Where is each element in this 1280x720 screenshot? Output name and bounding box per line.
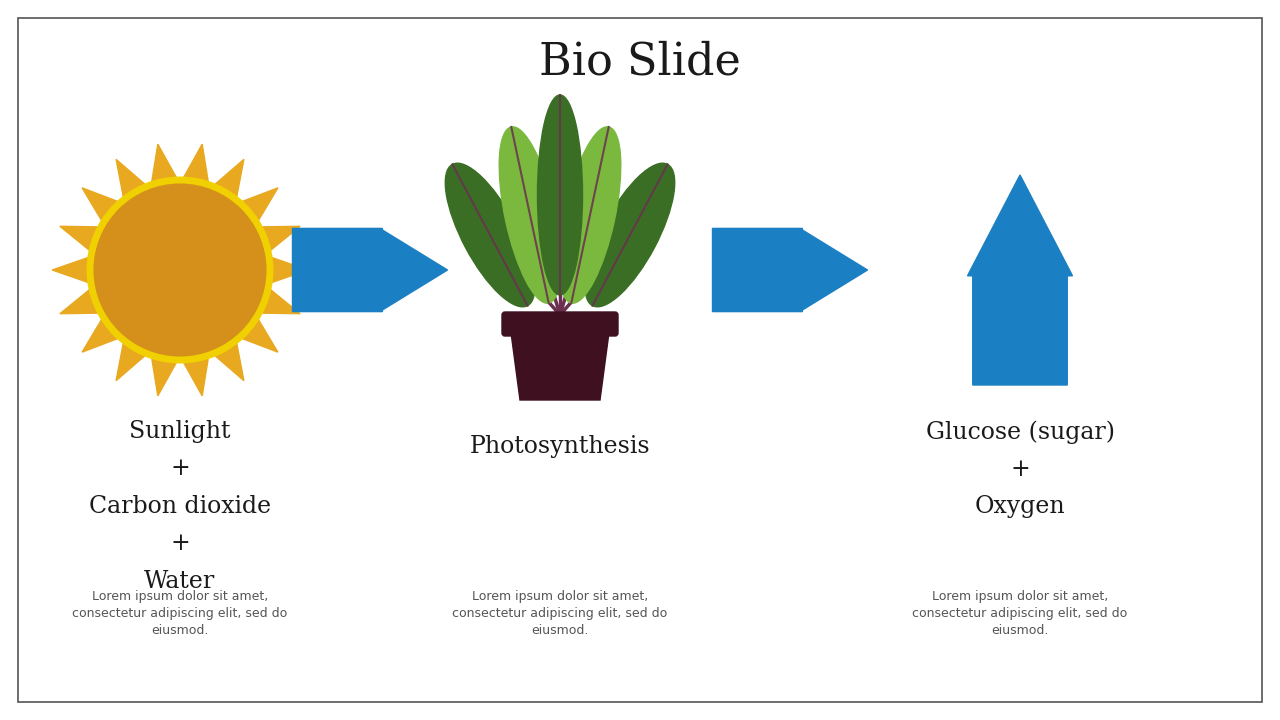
Polygon shape — [183, 357, 209, 396]
Polygon shape — [82, 188, 119, 221]
Ellipse shape — [445, 163, 535, 307]
Text: Lorem ipsum dolor sit amet,
consectetur adipiscing elit, sed do
eiusmod.: Lorem ipsum dolor sit amet, consectetur … — [73, 590, 288, 637]
Polygon shape — [242, 319, 278, 352]
Polygon shape — [271, 257, 307, 283]
Polygon shape — [242, 188, 278, 221]
Polygon shape — [214, 159, 244, 198]
Text: Photosynthesis: Photosynthesis — [470, 435, 650, 458]
Polygon shape — [261, 226, 300, 251]
Polygon shape — [151, 144, 177, 183]
Polygon shape — [60, 226, 99, 251]
Polygon shape — [509, 325, 611, 400]
Text: Lorem ipsum dolor sit amet,
consectetur adipiscing elit, sed do
eiusmod.: Lorem ipsum dolor sit amet, consectetur … — [913, 590, 1128, 637]
Polygon shape — [214, 342, 244, 381]
Polygon shape — [82, 319, 119, 352]
Text: Bio Slide: Bio Slide — [539, 40, 741, 84]
Polygon shape — [293, 228, 448, 312]
Polygon shape — [713, 228, 868, 312]
Text: Lorem ipsum dolor sit amet,
consectetur adipiscing elit, sed do
eiusmod.: Lorem ipsum dolor sit amet, consectetur … — [452, 590, 668, 637]
FancyBboxPatch shape — [502, 312, 618, 336]
Polygon shape — [60, 289, 99, 314]
Polygon shape — [52, 257, 90, 283]
Circle shape — [90, 180, 270, 360]
Ellipse shape — [499, 127, 561, 303]
Polygon shape — [151, 357, 177, 396]
Polygon shape — [261, 289, 300, 314]
Ellipse shape — [559, 127, 621, 303]
Polygon shape — [968, 175, 1073, 385]
Polygon shape — [183, 144, 209, 183]
Ellipse shape — [585, 163, 675, 307]
Ellipse shape — [538, 95, 582, 295]
Text: Sunlight
+
Carbon dioxide
+
Water: Sunlight + Carbon dioxide + Water — [88, 420, 271, 593]
Polygon shape — [116, 342, 146, 381]
Polygon shape — [116, 159, 146, 198]
Text: Glucose (sugar)
+
Oxygen: Glucose (sugar) + Oxygen — [925, 420, 1115, 518]
